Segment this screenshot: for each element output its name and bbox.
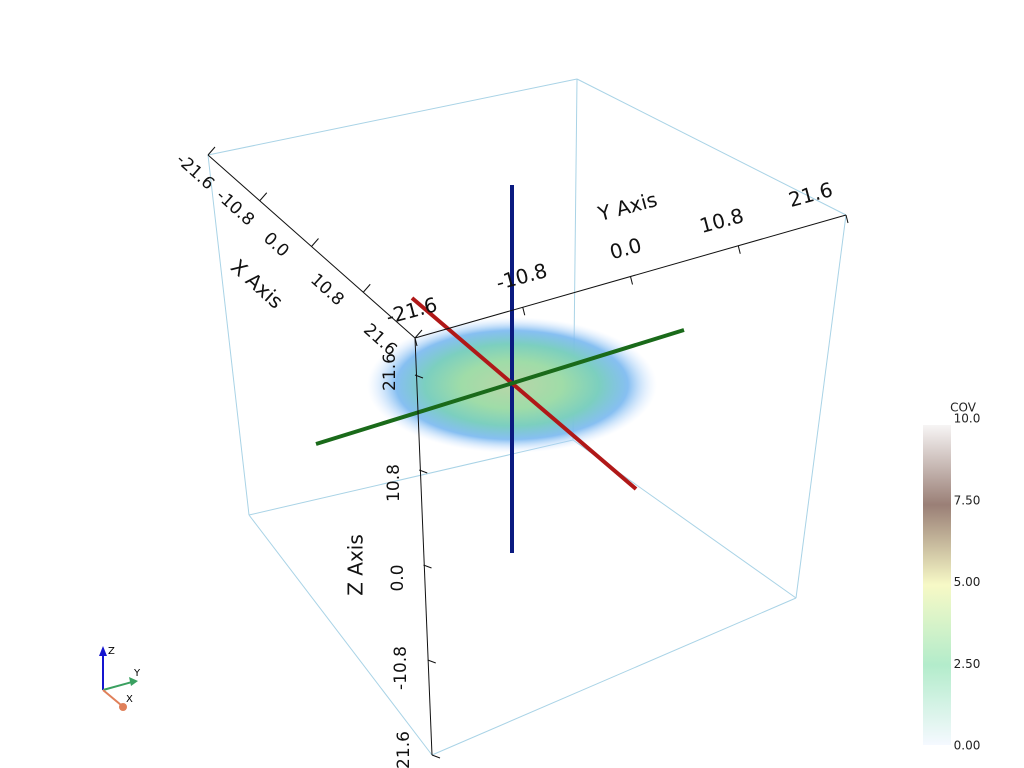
z-tick-label: 10.8 bbox=[384, 464, 404, 502]
y-tick-label: 21.6 bbox=[786, 177, 835, 212]
colorbar-tick-label: 5.00 bbox=[954, 575, 981, 589]
colorbar bbox=[923, 425, 951, 745]
colorbar-tick-label: 0.00 bbox=[954, 739, 981, 753]
y-tick-label: -21.6 bbox=[384, 292, 440, 329]
y-tick-label: 0.0 bbox=[607, 233, 644, 264]
colorbar-title: COV bbox=[950, 401, 977, 415]
y-tick-label: 10.8 bbox=[697, 203, 746, 238]
orientation-y: Y bbox=[133, 668, 141, 679]
colorbar-tick-label: 10.0 bbox=[954, 412, 981, 426]
z-axis-title: Z Axis bbox=[344, 534, 368, 596]
colorbar-tick-label: 7.50 bbox=[954, 493, 981, 507]
z-tick bbox=[431, 754, 441, 759]
z-tick bbox=[427, 659, 436, 664]
colorbar-tick-label: 2.50 bbox=[954, 657, 981, 671]
y-line bbox=[315, 328, 685, 446]
y-tick bbox=[737, 245, 741, 254]
z-tick bbox=[419, 469, 428, 474]
axes bbox=[207, 154, 847, 756]
y-axis-title: Y Axis bbox=[595, 187, 660, 226]
y-tick bbox=[845, 214, 849, 224]
y-tick bbox=[522, 307, 526, 316]
x-tick bbox=[311, 238, 319, 247]
orientation-widget: Z Y X bbox=[99, 646, 141, 711]
z-tick bbox=[423, 564, 432, 569]
bounding-box bbox=[207, 78, 847, 756]
orientation-x: X bbox=[126, 694, 133, 705]
x-tick bbox=[207, 146, 216, 156]
x-tick-label: 0.0 bbox=[259, 229, 292, 262]
z-tick-label: 21.6 bbox=[394, 731, 414, 768]
x-axis-title: X Axis bbox=[226, 254, 288, 313]
y-tick bbox=[630, 276, 633, 285]
y-tick bbox=[414, 337, 418, 347]
x-tick bbox=[362, 283, 371, 293]
x-tick bbox=[414, 329, 423, 339]
x-tick-label: -21.6 bbox=[172, 150, 218, 194]
x-line bbox=[410, 296, 638, 491]
y-tick-label: -10.8 bbox=[494, 258, 550, 295]
z-tick-label: 21.6 bbox=[380, 353, 400, 391]
x-tick bbox=[259, 192, 268, 202]
z-tick-label: 0.0 bbox=[388, 564, 408, 591]
orientation-z: Z bbox=[108, 646, 115, 657]
z-tick bbox=[414, 374, 424, 379]
x-tick-label: 10.8 bbox=[306, 270, 348, 310]
z-tick-label: -10.8 bbox=[391, 646, 411, 690]
